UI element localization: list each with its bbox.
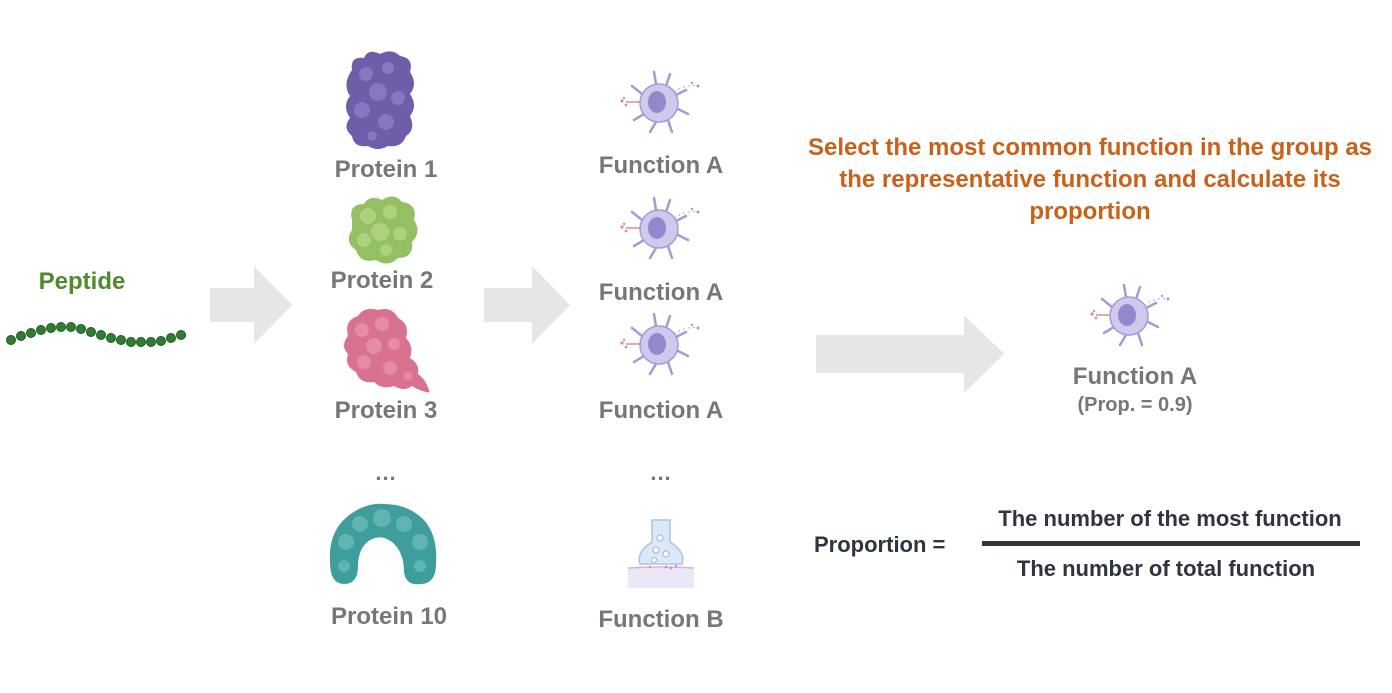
arrow-icon: [484, 266, 570, 344]
function-label: Function A: [598, 279, 724, 306]
protein-label: Protein 10: [330, 603, 448, 630]
ellipsis: ...: [375, 460, 397, 485]
peptide-label: Peptide: [38, 268, 126, 295]
protein-label: Protein 1: [334, 156, 438, 183]
immune-cell-icon: [619, 312, 701, 376]
protein-blob-icon: [346, 51, 414, 149]
result-proportion: (Prop. = 0.9): [1077, 394, 1193, 416]
fraction-bar: [982, 541, 1360, 546]
immune-cell-icon: [619, 196, 701, 260]
ellipsis: ...: [650, 460, 672, 485]
protein-label: Protein 2: [330, 267, 434, 294]
arrow-icon: [816, 315, 1004, 393]
protein-blob-icon: [348, 196, 418, 264]
arrow-icon: [210, 266, 292, 344]
result-label: Function A (Prop. = 0.9): [1073, 362, 1197, 418]
protein-arch-icon: [329, 503, 437, 585]
synapse-icon: [627, 519, 695, 588]
instruction-text: Select the most common function in the g…: [807, 134, 1373, 225]
function-label: Function A: [598, 397, 724, 424]
immune-cell-icon: [1089, 283, 1171, 347]
protein-label: Protein 3: [334, 397, 438, 424]
immune-cell-icon: [619, 70, 701, 134]
formula-label: Proportion =: [814, 532, 946, 557]
protein-blob-icon: [344, 308, 430, 393]
formula-denominator: The number of total function: [1016, 556, 1316, 581]
formula-numerator: The number of the most function: [998, 506, 1342, 531]
function-label: Function A: [598, 152, 724, 179]
function-label: Function B: [598, 606, 724, 633]
result-function-name: Function A: [1072, 363, 1198, 390]
peptide-chain-icon: [6, 322, 186, 347]
